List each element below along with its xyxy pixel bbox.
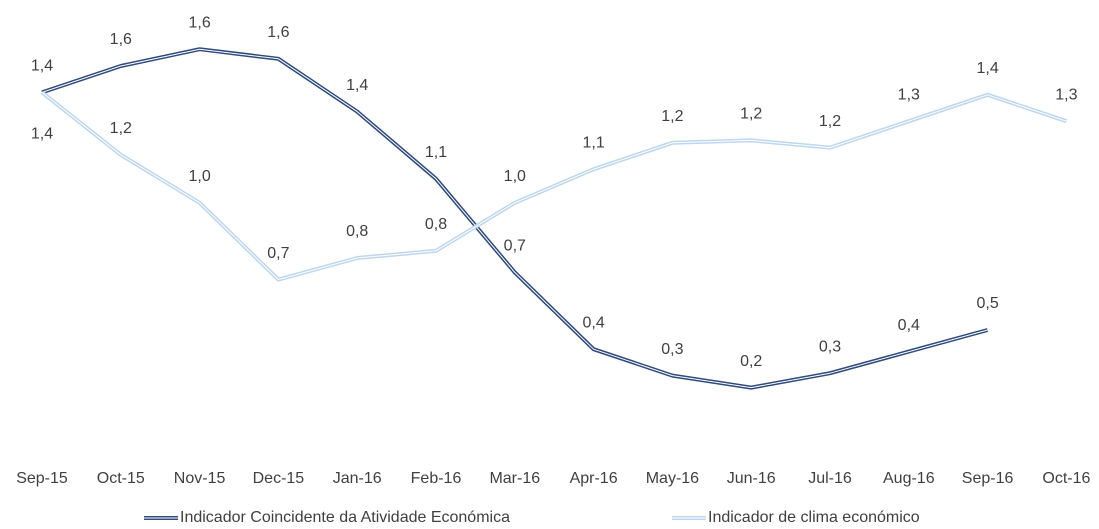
x-tick-label: Nov-15: [174, 470, 226, 487]
data-label: 1,4: [976, 60, 998, 77]
x-tick-label: Oct-15: [97, 470, 145, 487]
data-label: 0,8: [425, 216, 447, 233]
data-label: 1,4: [31, 58, 53, 75]
data-label: 0,4: [898, 317, 920, 334]
data-label: 1,2: [740, 106, 762, 123]
x-tick-label: Sep-15: [16, 470, 68, 487]
x-tick-label: Feb-16: [411, 470, 462, 487]
data-label: 1,1: [425, 144, 447, 161]
data-label: 1,2: [819, 113, 841, 130]
legend-label: Indicador de clima económico: [708, 509, 920, 526]
data-label: 1,6: [110, 31, 132, 48]
data-label: 0,8: [346, 223, 368, 240]
data-label: 1,2: [661, 108, 683, 125]
series-line-inner: [41, 92, 1067, 281]
x-tick-label: Dec-15: [253, 470, 305, 487]
data-label: 1,0: [188, 168, 210, 185]
x-tick-label: Apr-16: [570, 470, 618, 487]
x-tick-label: Mar-16: [489, 470, 540, 487]
data-label: 0,3: [661, 341, 683, 358]
data-label: 1,6: [267, 24, 289, 41]
x-tick-label: Oct-16: [1042, 470, 1090, 487]
series-line-inner: [41, 48, 988, 389]
data-label: 1,1: [582, 134, 604, 151]
data-label: 1,4: [346, 77, 368, 94]
data-label: 0,7: [267, 245, 289, 262]
data-label: 0,7: [504, 238, 526, 255]
data-label: 1,0: [504, 168, 526, 185]
x-tick-label: Jun-16: [727, 470, 776, 487]
x-tick-label: May-16: [646, 470, 699, 487]
data-label: 0,3: [819, 338, 841, 355]
data-label: 0,2: [740, 353, 762, 370]
legend-label: Indicador Coincidente da Atividade Econó…: [180, 509, 510, 526]
data-label: 0,5: [976, 295, 998, 312]
data-label: 1,2: [110, 120, 132, 137]
x-tick-label: Aug-16: [883, 470, 935, 487]
data-label: 1,3: [1055, 86, 1077, 103]
data-label: 1,6: [188, 14, 210, 31]
data-label: 1,3: [898, 86, 920, 103]
data-label: 0,4: [582, 314, 604, 331]
x-tick-label: Jan-16: [333, 470, 382, 487]
x-tick-label: Sep-16: [962, 470, 1014, 487]
x-tick-label: Jul-16: [808, 470, 852, 487]
series-line: [41, 47, 989, 390]
data-label: 1,4: [31, 126, 53, 143]
